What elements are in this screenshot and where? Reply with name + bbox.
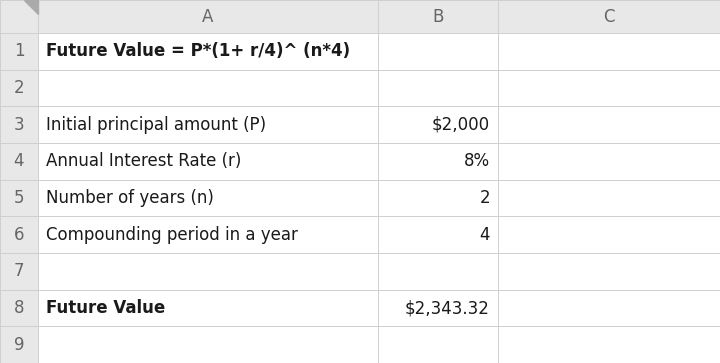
- Bar: [378, 290, 498, 326]
- Bar: [38, 253, 378, 290]
- Bar: [378, 70, 498, 106]
- Bar: [0, 290, 38, 326]
- Bar: [0, 0, 38, 33]
- Bar: [498, 0, 720, 33]
- Bar: [38, 33, 378, 70]
- Text: 5: 5: [14, 189, 24, 207]
- Bar: [0, 70, 38, 106]
- Bar: [498, 143, 720, 180]
- Bar: [378, 253, 498, 290]
- Bar: [498, 253, 720, 290]
- Bar: [498, 290, 720, 326]
- Bar: [498, 70, 720, 106]
- Text: 4: 4: [480, 226, 490, 244]
- Text: B: B: [432, 8, 444, 25]
- Text: C: C: [603, 8, 615, 25]
- Bar: [38, 216, 378, 253]
- Bar: [498, 180, 720, 216]
- Text: 7: 7: [14, 262, 24, 280]
- Bar: [38, 70, 378, 106]
- Bar: [498, 33, 720, 70]
- Text: Initial principal amount (P): Initial principal amount (P): [46, 116, 266, 134]
- Bar: [0, 253, 38, 290]
- Text: 2: 2: [480, 189, 490, 207]
- Bar: [38, 106, 378, 143]
- Text: 4: 4: [14, 152, 24, 170]
- Bar: [498, 326, 720, 363]
- Bar: [0, 216, 38, 253]
- Text: 9: 9: [14, 336, 24, 354]
- Text: A: A: [202, 8, 214, 25]
- Text: Compounding period in a year: Compounding period in a year: [46, 226, 298, 244]
- Bar: [0, 33, 38, 70]
- Text: $2,000: $2,000: [432, 116, 490, 134]
- Text: Future Value: Future Value: [46, 299, 166, 317]
- Bar: [378, 180, 498, 216]
- Text: 3: 3: [14, 116, 24, 134]
- Text: Annual Interest Rate (r): Annual Interest Rate (r): [46, 152, 241, 170]
- Bar: [0, 326, 38, 363]
- Bar: [0, 143, 38, 180]
- Bar: [38, 180, 378, 216]
- Text: Number of years (n): Number of years (n): [46, 189, 214, 207]
- Bar: [0, 180, 38, 216]
- Bar: [38, 290, 378, 326]
- Text: $2,343.32: $2,343.32: [405, 299, 490, 317]
- Bar: [498, 216, 720, 253]
- Polygon shape: [24, 0, 38, 14]
- Text: 2: 2: [14, 79, 24, 97]
- Bar: [378, 216, 498, 253]
- Bar: [38, 0, 378, 33]
- Bar: [378, 0, 498, 33]
- Text: 8: 8: [14, 299, 24, 317]
- Bar: [378, 326, 498, 363]
- Bar: [378, 143, 498, 180]
- Text: 1: 1: [14, 42, 24, 60]
- Bar: [0, 106, 38, 143]
- Bar: [38, 143, 378, 180]
- Bar: [498, 106, 720, 143]
- Bar: [378, 33, 498, 70]
- Bar: [378, 106, 498, 143]
- Text: 8%: 8%: [464, 152, 490, 170]
- Text: 6: 6: [14, 226, 24, 244]
- Bar: [38, 326, 378, 363]
- Text: Future Value = P*(1+ r/4)^ (n*4): Future Value = P*(1+ r/4)^ (n*4): [46, 42, 350, 60]
